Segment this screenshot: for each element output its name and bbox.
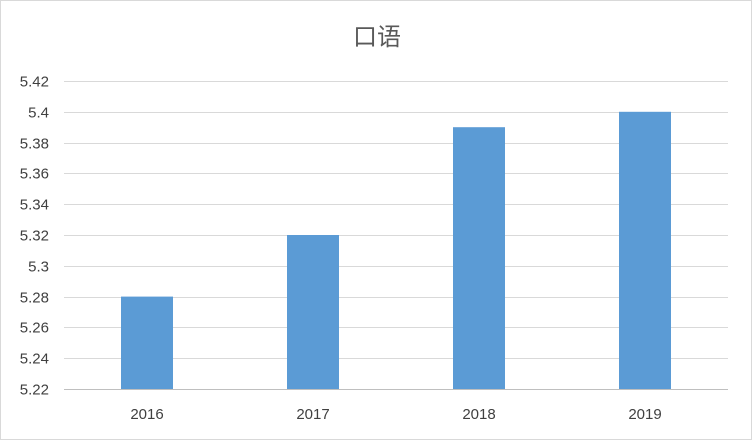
y-tick-label: 5.3: [28, 259, 49, 276]
x-tick-label: 2016: [130, 406, 163, 423]
y-tick-label: 5.22: [20, 382, 49, 399]
bars: [121, 111, 671, 390]
bar-2017: [287, 235, 339, 389]
y-tick-label: 5.38: [20, 136, 49, 153]
y-tick-label: 5.4: [28, 105, 49, 122]
chart-title: 口语: [353, 23, 401, 51]
y-tick-label: 5.34: [20, 197, 49, 214]
y-tick-label: 5.32: [20, 228, 49, 245]
bar-2018: [453, 127, 505, 389]
bar-2019: [619, 111, 671, 390]
y-tick-label: 5.42: [20, 74, 49, 91]
x-tick-label: 2017: [296, 406, 329, 423]
y-tick-label: 5.24: [20, 351, 49, 368]
x-tick-label: 2018: [462, 406, 495, 423]
gridlines: [64, 81, 728, 390]
x-tick-label: 2019: [628, 406, 661, 423]
y-axis-tick-labels: 5.22 5.24 5.26 5.28 5.3 5.32 5.34 5.36 5.38 5.4 5.…: [20, 74, 49, 399]
y-tick-label: 5.28: [20, 290, 49, 307]
y-tick-label: 5.36: [20, 166, 49, 183]
bar-2016: [121, 296, 173, 389]
y-tick-label: 5.26: [20, 320, 49, 337]
x-axis-tick-labels: 2016 2017 2018 2019: [130, 406, 661, 423]
